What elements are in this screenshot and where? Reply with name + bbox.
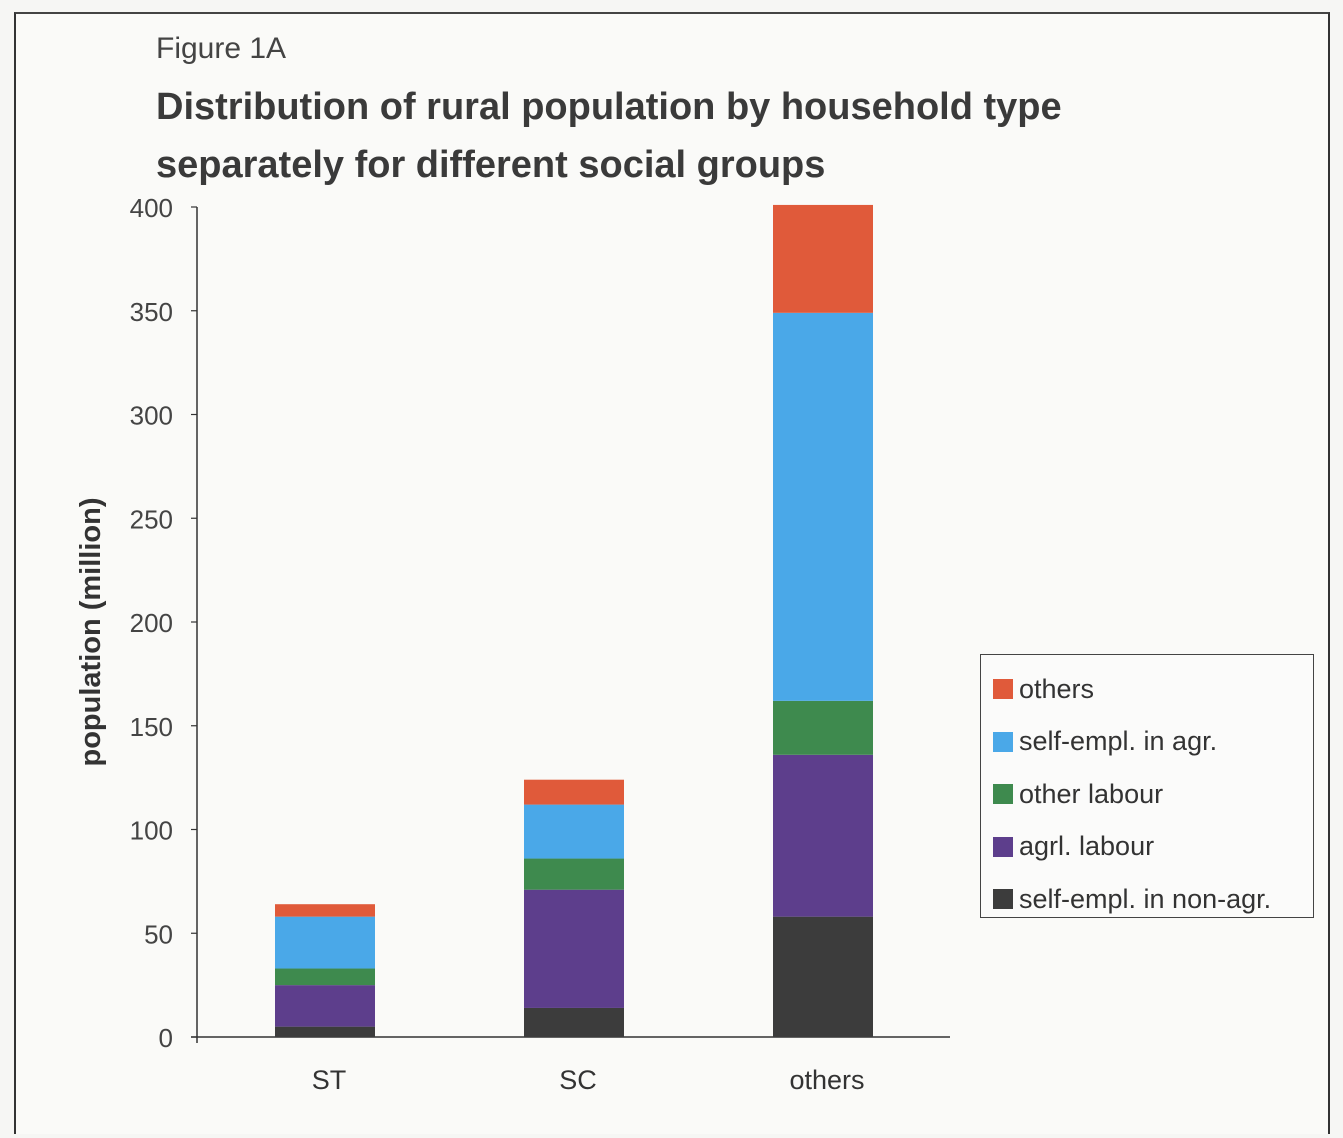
y-tick-label: 0 <box>159 1023 173 1053</box>
legend-label: agrl. labour <box>1019 831 1155 862</box>
y-tick-label: 400 <box>130 193 173 223</box>
bar-segment-sc-others <box>524 779 624 805</box>
y-tick-label: 250 <box>130 504 173 534</box>
legend-swatch <box>993 679 1013 700</box>
chart-title-line-1: Distribution of rural population by hous… <box>156 86 1062 128</box>
bar-segment-sc-other-labour <box>524 858 624 890</box>
bar-segment-st-self-empl-in-agr <box>275 916 375 969</box>
legend-swatch <box>993 784 1013 805</box>
legend-label: self-empl. in non-agr. <box>1019 883 1272 914</box>
y-axis-label: population (million) <box>75 497 107 766</box>
bar-segment-others-others <box>773 204 873 313</box>
x-tick-label: ST <box>312 1065 347 1095</box>
bar-segment-st-self-empl-in-non-agr <box>275 1026 375 1037</box>
legend-label: self-empl. in agr. <box>1019 726 1218 757</box>
bar-segment-others-other-labour <box>773 700 873 755</box>
legend-item: others <box>981 663 1313 716</box>
x-tick-label: others <box>789 1065 864 1095</box>
legend-item: self-empl. in non-agr. <box>981 873 1313 926</box>
bar-segment-st-agrl-labour <box>275 985 375 1027</box>
legend-item: self-empl. in agr. <box>981 716 1313 769</box>
chart-frame <box>14 12 1330 1134</box>
chart-title-line-2: separately for different social groups <box>156 144 826 186</box>
legend-label: other labour <box>1019 778 1164 809</box>
bar-segment-sc-agrl-labour <box>524 889 624 1008</box>
bar-segment-sc-self-empl-in-non-agr <box>524 1007 624 1037</box>
bar-segment-st-others <box>275 904 375 917</box>
bar-segment-others-self-empl-in-non-agr <box>773 916 873 1037</box>
legend-label: others <box>1019 673 1095 704</box>
legend-swatch <box>993 889 1013 910</box>
bar-segment-sc-self-empl-in-agr <box>524 804 624 859</box>
bar-segment-others-agrl-labour <box>773 754 873 917</box>
bar-segment-st-other-labour <box>275 968 375 986</box>
legend-item: agrl. labour <box>981 821 1313 874</box>
chart-legend: others self-empl. in agr. other labour agrl… <box>980 654 1314 918</box>
y-tick-label: 200 <box>130 608 173 638</box>
x-tick-label: SC <box>559 1065 597 1095</box>
chart-title: Distribution of rural population by hous… <box>156 78 1256 194</box>
legend-swatch <box>993 836 1013 857</box>
legend-swatch <box>993 731 1013 752</box>
figure-label: Figure 1A <box>156 32 287 65</box>
y-tick-label: 50 <box>144 919 173 949</box>
legend-item: other labour <box>981 768 1313 821</box>
y-tick-label: 100 <box>130 816 173 846</box>
bar-segment-others-self-empl-in-agr <box>773 312 873 701</box>
y-tick-label: 300 <box>130 401 173 431</box>
y-tick-label: 350 <box>130 297 173 327</box>
y-tick-label: 150 <box>130 712 173 742</box>
